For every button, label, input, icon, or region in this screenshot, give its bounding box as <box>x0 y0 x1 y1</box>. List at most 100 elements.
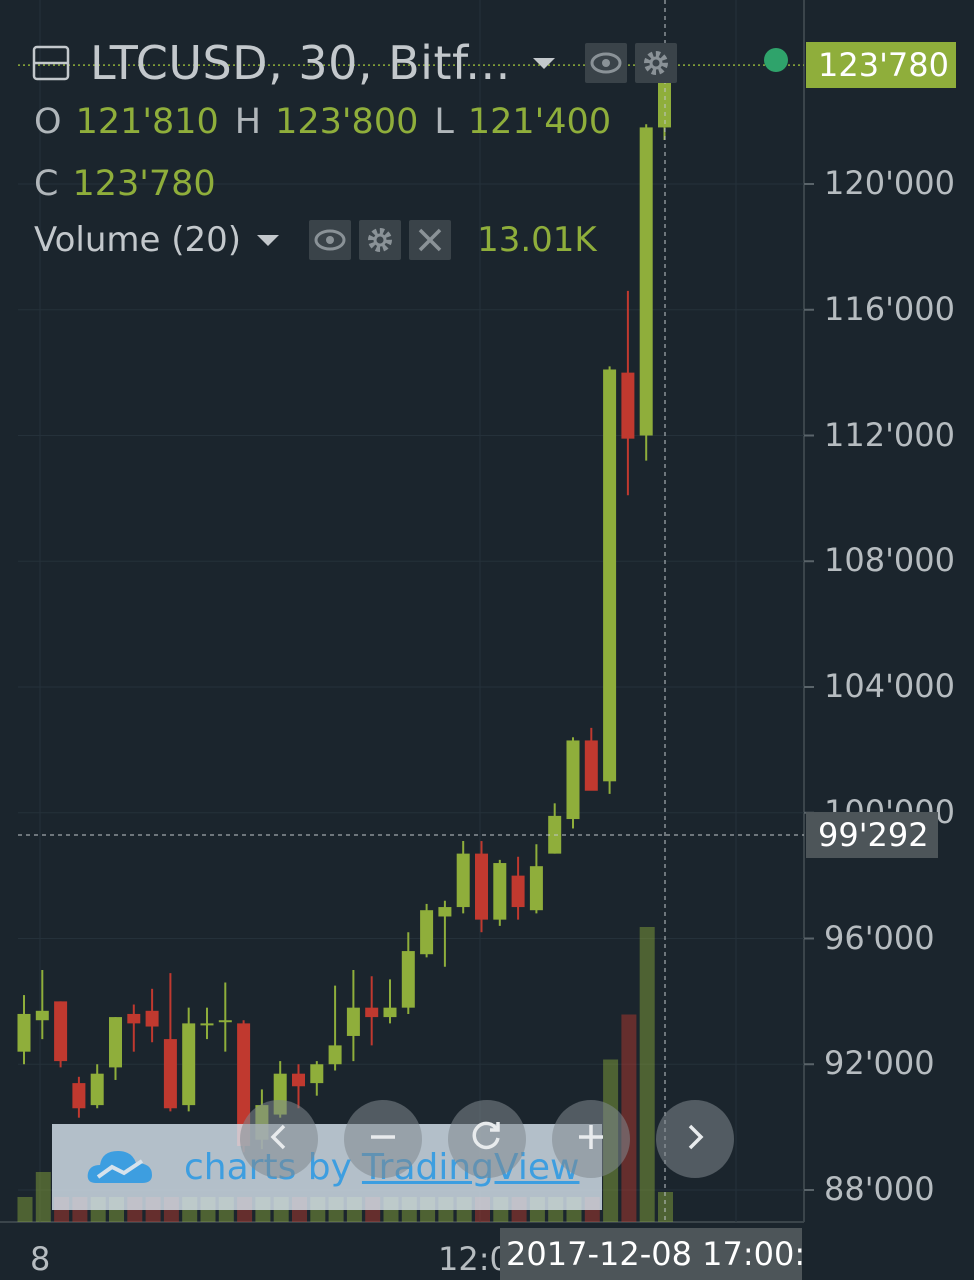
candle-body <box>90 1073 104 1106</box>
candle <box>163 973 177 1112</box>
candle-body <box>365 1007 379 1018</box>
gear-icon[interactable] <box>634 43 677 83</box>
candle-body <box>127 1013 141 1024</box>
candle-body <box>200 1023 214 1026</box>
candle <box>475 841 488 933</box>
open-label: O <box>34 102 62 142</box>
candle-body <box>383 1007 397 1018</box>
zoom-out-button[interactable] <box>344 1100 422 1178</box>
close-row: C 123'780 <box>34 164 232 204</box>
candle-body <box>346 1007 360 1036</box>
candlesticks <box>17 64 671 1153</box>
ohlc-row: O 121'810 H 123'800 L 121'400 <box>34 102 627 142</box>
candle-body <box>35 1010 49 1021</box>
candle-body <box>438 907 452 917</box>
candle <box>566 737 580 829</box>
candle <box>328 985 342 1071</box>
candle-body <box>163 1039 177 1109</box>
candle-body <box>493 863 507 920</box>
candle <box>109 1017 122 1080</box>
candle <box>346 969 360 1062</box>
candle <box>218 982 232 1052</box>
candle <box>54 1001 68 1068</box>
close-value: 123'780 <box>72 164 216 204</box>
volume-bar <box>17 1197 33 1222</box>
menu-icon[interactable] <box>32 43 72 83</box>
symbol-title[interactable]: LTCUSD, 30, Bitf... <box>90 36 511 90</box>
low-label: L <box>434 102 454 142</box>
price-tick-label: 96'000 <box>824 918 935 957</box>
candle <box>200 1007 214 1040</box>
volume-bar <box>639 927 655 1222</box>
candle-body <box>292 1073 305 1087</box>
chevron-left-icon <box>264 1116 294 1162</box>
candle-body <box>17 1013 31 1052</box>
candle <box>529 844 543 914</box>
candle <box>621 290 635 496</box>
candle-body <box>310 1064 324 1084</box>
gear-icon[interactable] <box>359 220 402 260</box>
open-value: 121'810 <box>75 102 219 142</box>
zoom-in-button[interactable] <box>552 1100 630 1178</box>
last-price-tag: 123'780 <box>806 42 956 88</box>
candle-body <box>456 853 470 908</box>
high-label: H <box>234 102 262 142</box>
candle <box>639 124 653 461</box>
candle-body <box>72 1083 86 1109</box>
eye-icon[interactable] <box>309 220 352 260</box>
candle <box>90 1064 104 1109</box>
price-tick-label: 92'000 <box>824 1044 935 1083</box>
time-label-mid: 12:0 <box>438 1240 510 1278</box>
candle-body <box>529 866 543 911</box>
candle-body <box>328 1045 342 1065</box>
candle-body <box>603 369 617 782</box>
close-icon[interactable] <box>409 220 452 260</box>
status-dot-icon <box>764 48 788 72</box>
candle-body <box>511 875 525 908</box>
price-tick-label: 108'000 <box>824 541 955 580</box>
candle-body <box>145 1010 159 1027</box>
volume-row: Volume (20) 13.01K <box>34 220 613 260</box>
price-tick-label: 112'000 <box>824 415 955 454</box>
candle <box>420 903 434 958</box>
candle <box>17 995 31 1065</box>
candle <box>603 366 617 794</box>
high-value: 123'800 <box>275 102 419 142</box>
candle-body <box>182 1023 196 1106</box>
crosshair-price-tag: 99'292 <box>806 812 938 858</box>
reset-button[interactable] <box>448 1100 526 1178</box>
symbol-row[interactable]: LTCUSD, 30, Bitf... <box>32 36 685 90</box>
candle-body <box>566 740 580 820</box>
low-value: 121'400 <box>467 102 612 142</box>
price-tick-label: 116'000 <box>824 289 955 328</box>
candle <box>182 1007 196 1112</box>
candle-body <box>54 1001 68 1062</box>
volume-bar <box>35 1172 51 1222</box>
tradingview-cloud-icon <box>86 1143 156 1191</box>
scroll-left-button[interactable] <box>240 1100 318 1178</box>
crosshair-time-tag: 2017-12-08 17:00:00 <box>500 1228 802 1280</box>
price-tick-label: 88'000 <box>824 1170 935 1208</box>
candle-body <box>420 910 434 955</box>
scroll-right-button[interactable] <box>656 1100 734 1178</box>
chart-grid <box>0 0 814 1223</box>
price-tick-label: 120'000 <box>824 164 955 202</box>
symbol-dropdown-icon[interactable] <box>532 57 555 69</box>
price-tick-label: 104'000 <box>824 667 955 705</box>
volume-label[interactable]: Volume (20) <box>34 220 242 260</box>
candle <box>127 1004 141 1052</box>
eye-icon[interactable] <box>584 43 627 83</box>
candle <box>401 932 415 1014</box>
candle <box>584 727 598 791</box>
volume-dropdown-icon[interactable] <box>257 234 280 246</box>
chevron-right-icon <box>680 1116 710 1162</box>
close-label: C <box>34 164 59 204</box>
time-label-left: 8 <box>30 1240 51 1278</box>
candle <box>383 979 397 1024</box>
candle <box>292 1064 305 1109</box>
candle <box>365 976 379 1046</box>
candle <box>511 856 525 920</box>
candle <box>438 900 452 967</box>
candle <box>35 969 49 1040</box>
